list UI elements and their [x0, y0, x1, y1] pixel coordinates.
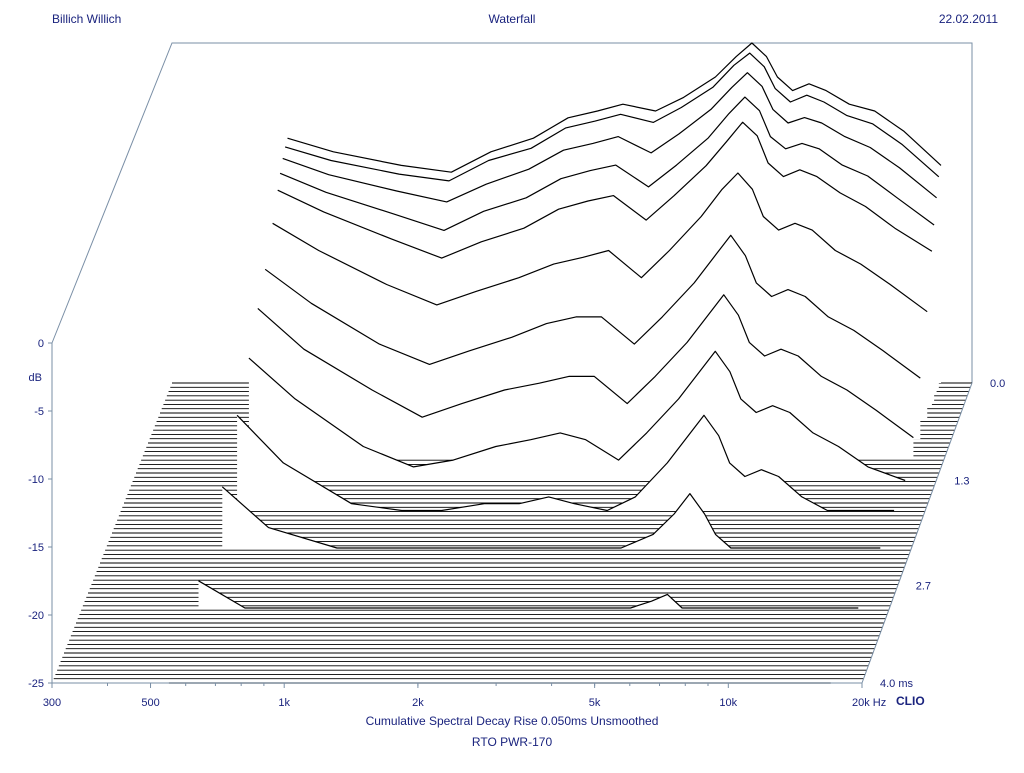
- y-tick-label: -10: [28, 474, 44, 486]
- slice-curve: [198, 580, 859, 609]
- y-axis-label: dB: [29, 372, 42, 384]
- header-date: 22.02.2011: [938, 12, 998, 26]
- z-tick-label: 1.3: [954, 476, 969, 488]
- chart-subtitle: Cumulative Spectral Decay Rise 0.050ms U…: [365, 714, 659, 728]
- header-author: Billich Willich: [52, 12, 122, 26]
- slice-fill: [198, 580, 859, 608]
- chart-device-name: RTO PWR-170: [471, 735, 553, 749]
- x-tick-label: 5k: [589, 697, 601, 709]
- slice-fill: [237, 415, 895, 511]
- slice-fill: [248, 351, 906, 481]
- x-tick-label: 300: [43, 697, 61, 709]
- y-tick-label: -15: [28, 542, 44, 554]
- slice-curve: [236, 414, 895, 512]
- slice-curve: [272, 172, 928, 313]
- z-tick-label: 4.0 ms: [880, 678, 914, 690]
- slice-curve: [221, 486, 881, 549]
- chart-title: Waterfall: [488, 12, 536, 26]
- y-tick-label: -25: [28, 678, 44, 690]
- brand-label: CLIO: [896, 694, 925, 708]
- z-tick-label: 0.0: [990, 378, 1005, 390]
- x-tick-label: 500: [141, 697, 159, 709]
- slice-fill: [222, 486, 881, 548]
- y-tick-label: -5: [34, 406, 44, 418]
- chart-frame: [51, 42, 973, 383]
- slice-curve: [248, 350, 906, 482]
- x-tick-label: 20k Hz: [852, 697, 886, 709]
- slice-curve: [282, 72, 937, 203]
- slice-curve: [279, 96, 935, 231]
- slice-curve: [287, 42, 942, 173]
- y-tick-label: -20: [28, 610, 44, 622]
- x-tick-label: 1k: [278, 697, 290, 709]
- slice-curve: [257, 294, 914, 439]
- x-tick-label: 2k: [412, 697, 424, 709]
- y-tick-label: 0: [38, 338, 44, 350]
- slice-curve: [284, 52, 940, 182]
- slice-curve: [277, 121, 933, 259]
- z-tick-label: 2.7: [916, 581, 931, 593]
- x-tick-label: 10k: [719, 697, 737, 709]
- z-axis: [861, 382, 973, 684]
- slice-curve: [264, 234, 921, 379]
